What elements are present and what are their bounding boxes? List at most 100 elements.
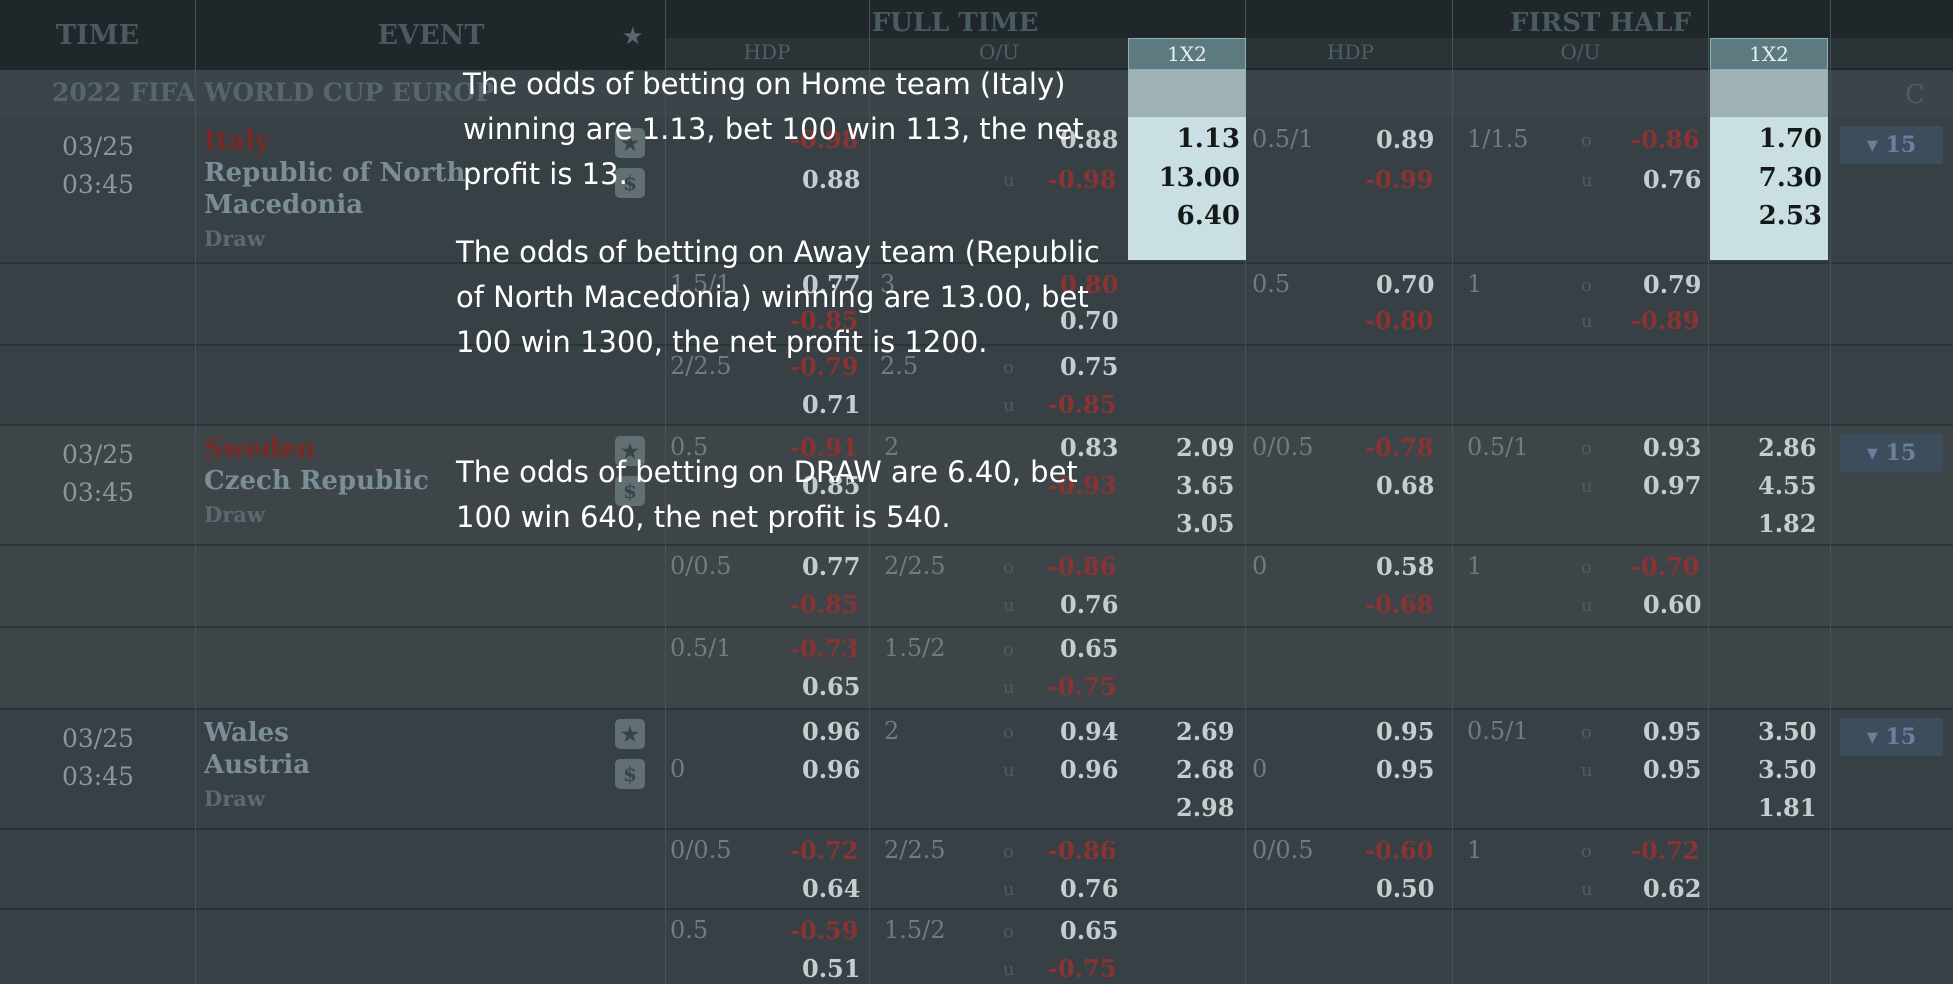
- fh-hdp-odds[interactable]: 0.89: [1376, 125, 1435, 154]
- ft-hdp-odds[interactable]: 0.96: [802, 755, 861, 784]
- star-icon[interactable]: ★: [615, 436, 645, 466]
- ft-ou-odds[interactable]: 0.88: [1060, 125, 1119, 154]
- away-team-cont[interactable]: Macedonia: [204, 190, 364, 220]
- fh-ou-odds[interactable]: -0.70: [1631, 552, 1700, 581]
- ft-ou-odds[interactable]: -0.93: [1048, 471, 1117, 500]
- ft-ou-odds[interactable]: 0.94: [1060, 717, 1119, 746]
- fh-1x2-home[interactable]: 2.86: [1758, 433, 1817, 462]
- fh-1x2-away[interactable]: 7.30: [1758, 163, 1822, 193]
- fh-hdp-odds[interactable]: -0.99: [1365, 165, 1434, 194]
- ft-1x2-away[interactable]: 3.65: [1176, 471, 1235, 500]
- fh-1x2-draw[interactable]: 1.81: [1758, 793, 1817, 822]
- dollar-icon[interactable]: $: [615, 759, 645, 789]
- league-row[interactable]: [0, 70, 1953, 117]
- fh-ou-odds[interactable]: 0.79: [1643, 270, 1702, 299]
- match-row-2-alt-2: [0, 626, 1953, 708]
- ft-ou-odds[interactable]: -0.98: [1048, 165, 1117, 194]
- fh-1x2-away[interactable]: 4.55: [1758, 471, 1817, 500]
- fh-hdp-odds[interactable]: 0.68: [1376, 471, 1435, 500]
- ft-hdp-odds[interactable]: 0.64: [802, 874, 861, 903]
- fh-ou-odds[interactable]: 0.93: [1643, 433, 1702, 462]
- ft-hdp-odds[interactable]: 0.77: [802, 552, 861, 581]
- dollar-icon[interactable]: $: [615, 476, 645, 506]
- refresh-icon[interactable]: C: [1905, 80, 1925, 110]
- match-row-1: [0, 117, 1953, 262]
- ft-ou-odds[interactable]: 0.83: [1060, 433, 1119, 462]
- ft-hdp-odds[interactable]: 0.77: [802, 270, 861, 299]
- away-team[interactable]: Czech Republic: [204, 466, 429, 496]
- ft-ou-odds[interactable]: 0.65: [1060, 916, 1119, 945]
- ft-hdp-odds[interactable]: 0.85: [802, 471, 861, 500]
- ft-hdp-odds[interactable]: -0.98: [790, 125, 859, 154]
- ft-1x2-home[interactable]: 2.09: [1176, 433, 1235, 462]
- ft-1x2-home[interactable]: 2.69: [1176, 717, 1235, 746]
- fh-ou-odds[interactable]: -0.89: [1631, 306, 1700, 335]
- dollar-icon[interactable]: $: [615, 168, 645, 198]
- ft-ou-odds[interactable]: 0.75: [1060, 352, 1119, 381]
- ft-hdp-odds[interactable]: 0.65: [802, 672, 861, 701]
- ft-hdp-odds[interactable]: -0.85: [790, 590, 859, 619]
- ft-ou-odds[interactable]: 0.65: [1060, 634, 1119, 663]
- away-team[interactable]: Republic of North: [204, 158, 466, 188]
- fh-hdp-odds[interactable]: -0.60: [1365, 836, 1434, 865]
- fh-ou-odds[interactable]: -0.72: [1631, 836, 1700, 865]
- ft-hdp-odds[interactable]: -0.72: [790, 836, 859, 865]
- ft-1x2-away[interactable]: 13.00: [1158, 163, 1240, 193]
- ft-ou-odds[interactable]: -0.75: [1048, 954, 1117, 983]
- ft-1x2-home[interactable]: 1.13: [1176, 124, 1240, 154]
- fh-1x2-away[interactable]: 3.50: [1758, 755, 1817, 784]
- more-bets-button[interactable]: ▾ 15: [1840, 126, 1943, 164]
- ft-1x2-draw[interactable]: 2.98: [1176, 793, 1235, 822]
- ft-hdp-odds[interactable]: -0.85: [790, 306, 859, 335]
- fh-ou-odds[interactable]: 0.76: [1643, 165, 1702, 194]
- away-team[interactable]: Austria: [204, 750, 311, 780]
- ft-ou-odds[interactable]: 0.70: [1060, 306, 1119, 335]
- fh-hdp-odds[interactable]: -0.68: [1365, 590, 1434, 619]
- ft-hdp-odds[interactable]: -0.91: [790, 433, 859, 462]
- fh-hdp-odds[interactable]: -0.78: [1365, 433, 1434, 462]
- fh-hdp-odds[interactable]: 0.95: [1376, 755, 1435, 784]
- ft-ou-odds[interactable]: -0.86: [1048, 552, 1117, 581]
- star-icon[interactable]: ★: [615, 128, 645, 158]
- header-event: EVENT: [377, 20, 485, 51]
- fh-1x2-home[interactable]: 3.50: [1758, 717, 1817, 746]
- ft-ou-odds[interactable]: 0.96: [1060, 755, 1119, 784]
- ft-ou-odds[interactable]: 0.80: [1060, 270, 1119, 299]
- home-team[interactable]: Italy: [204, 126, 271, 156]
- fh-hdp-odds[interactable]: 0.58: [1376, 552, 1435, 581]
- fh-1x2-draw[interactable]: 2.53: [1758, 201, 1822, 231]
- fh-1x2-home[interactable]: 1.70: [1758, 124, 1822, 154]
- ft-ou-odds[interactable]: 0.76: [1060, 874, 1119, 903]
- fh-ou-odds[interactable]: 0.60: [1643, 590, 1702, 619]
- fh-hdp-odds[interactable]: 0.95: [1376, 717, 1435, 746]
- fh-hdp-odds[interactable]: 0.70: [1376, 270, 1435, 299]
- ft-1x2-draw[interactable]: 3.05: [1176, 509, 1235, 538]
- fh-ou-odds[interactable]: 0.95: [1643, 717, 1702, 746]
- home-team[interactable]: Wales: [204, 718, 289, 748]
- ft-hdp-odds[interactable]: 0.88: [802, 165, 861, 194]
- ft-hdp-odds[interactable]: -0.59: [790, 916, 859, 945]
- fh-ou-odds[interactable]: 0.95: [1643, 755, 1702, 784]
- fh-1x2-draw[interactable]: 1.82: [1758, 509, 1817, 538]
- fh-ou-odds[interactable]: 0.97: [1643, 471, 1702, 500]
- ft-hdp-odds[interactable]: -0.79: [790, 352, 859, 381]
- ft-1x2-draw[interactable]: 6.40: [1176, 201, 1240, 231]
- more-bets-button[interactable]: ▾ 15: [1840, 718, 1943, 756]
- star-icon[interactable]: ★: [615, 719, 645, 749]
- ft-1x2-away[interactable]: 2.68: [1176, 755, 1235, 784]
- ft-hdp-odds[interactable]: 0.51: [802, 954, 861, 983]
- ft-hdp-odds[interactable]: -0.73: [790, 634, 859, 663]
- ft-ou-odds[interactable]: -0.86: [1048, 836, 1117, 865]
- fh-hdp-odds[interactable]: -0.80: [1365, 306, 1434, 335]
- favorite-header-icon[interactable]: ★: [622, 22, 644, 50]
- ft-ou-odds[interactable]: -0.85: [1048, 390, 1117, 419]
- fh-ou-odds[interactable]: -0.86: [1631, 125, 1700, 154]
- fh-ou-odds[interactable]: 0.62: [1643, 874, 1702, 903]
- ft-hdp-odds[interactable]: 0.71: [802, 390, 861, 419]
- fh-hdp-odds[interactable]: 0.50: [1376, 874, 1435, 903]
- more-bets-button[interactable]: ▾ 15: [1840, 434, 1943, 472]
- ft-ou-odds[interactable]: -0.75: [1048, 672, 1117, 701]
- ft-hdp-odds[interactable]: 0.96: [802, 717, 861, 746]
- home-team[interactable]: Sweden: [204, 434, 316, 464]
- ft-ou-odds[interactable]: 0.76: [1060, 590, 1119, 619]
